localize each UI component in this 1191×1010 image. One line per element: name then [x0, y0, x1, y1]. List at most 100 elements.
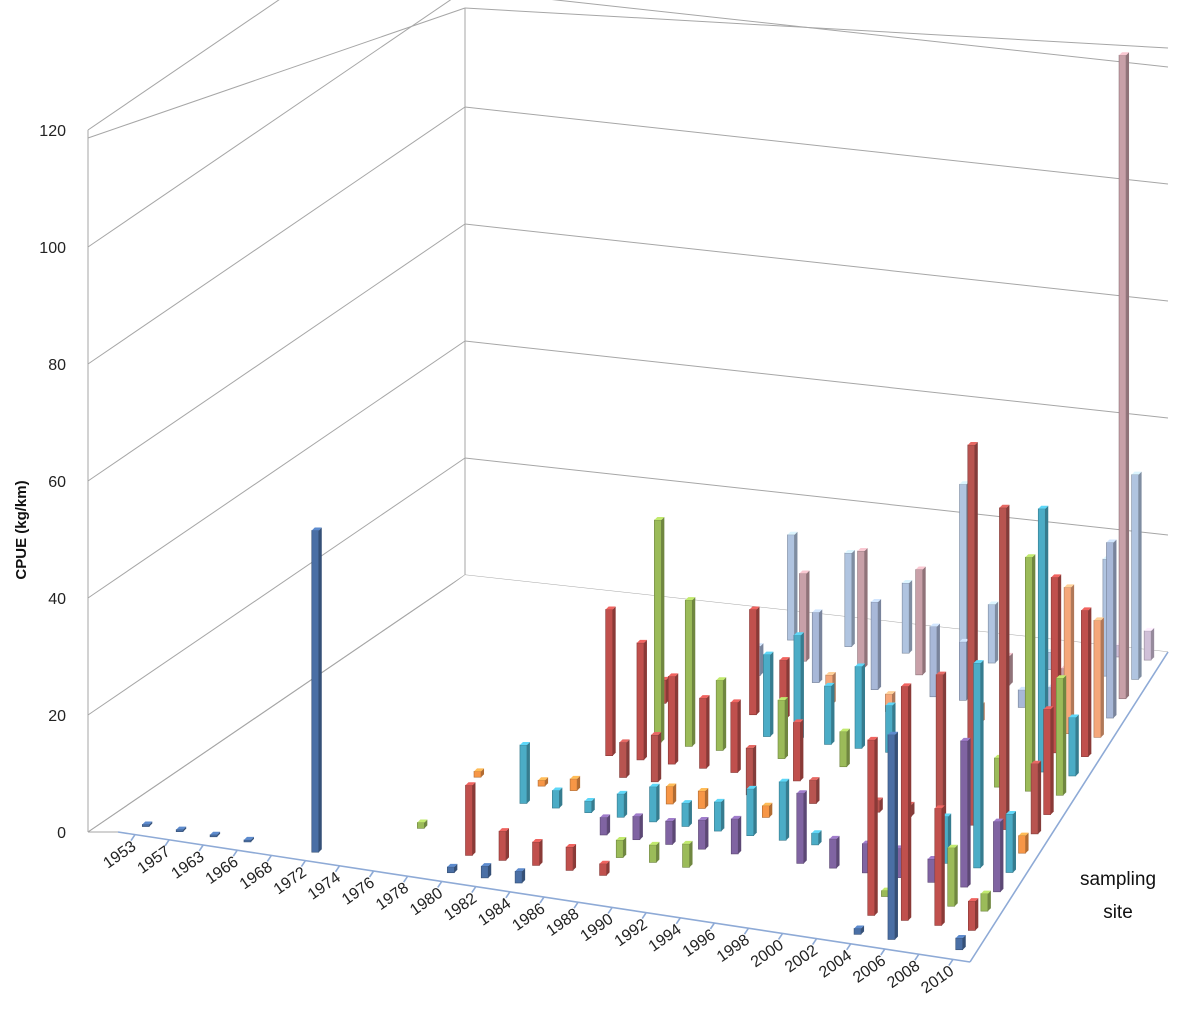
bar-front-face	[243, 839, 252, 843]
bar-front-face	[901, 582, 910, 654]
bar	[915, 566, 926, 676]
bar	[1037, 505, 1049, 773]
bar-top-face	[499, 828, 510, 832]
bar-side-face	[624, 790, 628, 818]
bar-side-face	[831, 682, 835, 745]
bar-side-face	[481, 768, 485, 778]
x-tick-mark	[198, 844, 204, 852]
bar-top-face	[605, 606, 616, 610]
bar-front-face	[1055, 677, 1064, 796]
x-tick-label: 2002	[782, 942, 821, 976]
bar-side-face	[488, 863, 492, 878]
bar-side-face	[967, 737, 971, 888]
bar-top-face	[1144, 627, 1155, 631]
bar-side-face	[954, 844, 958, 907]
bar-top-face	[538, 777, 549, 781]
bar-front-face	[175, 829, 184, 832]
bar	[665, 783, 677, 805]
bar-front-face	[537, 779, 546, 787]
x-tick-label: 1986	[509, 900, 548, 934]
bar-top-face	[176, 826, 187, 830]
bar-front-face	[1118, 54, 1127, 700]
x-tick-label: 2010	[918, 963, 957, 997]
bar-front-face	[887, 734, 896, 940]
bar-top-face	[902, 579, 913, 583]
bar-top-face	[1131, 471, 1142, 475]
bar	[175, 826, 187, 832]
bar-front-face	[584, 800, 593, 813]
gridline	[87, 0, 1169, 248]
bar-front-face	[980, 893, 989, 912]
x-tick-label: 1996	[680, 926, 719, 960]
bar	[447, 863, 458, 874]
bar-side-face	[753, 745, 757, 795]
bar-top-face	[668, 673, 679, 677]
bar-side-face	[1088, 607, 1092, 757]
bar-side-face	[941, 805, 945, 926]
bar-side-face	[1032, 554, 1036, 792]
bar	[565, 844, 577, 871]
bar-side-face	[819, 609, 823, 683]
bar-side-face	[1113, 539, 1117, 719]
x-tick-label: 1957	[135, 843, 174, 877]
bar-top-face	[999, 504, 1010, 508]
bar-side-face	[818, 830, 822, 845]
bar-side-face	[794, 531, 798, 641]
bar	[839, 728, 850, 768]
bar	[1063, 584, 1075, 734]
x-tick-label: 2004	[816, 947, 855, 981]
bar-top-face	[1031, 760, 1042, 764]
bar-front-face	[761, 805, 770, 818]
bar-side-face	[995, 601, 999, 664]
bar-front-face	[699, 697, 707, 769]
bar-front-face	[498, 830, 507, 861]
x-tick-label: 1972	[271, 864, 310, 898]
bar-front-face	[615, 839, 624, 858]
x-tick-mark	[368, 870, 375, 878]
bar-top-face	[809, 777, 820, 781]
bar-front-face	[763, 654, 771, 737]
bar-front-face	[447, 866, 455, 874]
bar-side-face	[656, 841, 660, 863]
bar-top-face	[844, 550, 855, 554]
bar-front-face	[209, 834, 218, 838]
bar-top-face	[967, 441, 978, 445]
bar	[498, 828, 510, 861]
x-tick-mark	[607, 906, 613, 914]
bar-side-face	[1009, 652, 1013, 686]
bar-side-face	[1006, 504, 1010, 830]
bar-side-face	[454, 863, 458, 873]
x-tick-label: 1963	[169, 848, 208, 882]
bar	[605, 606, 616, 756]
bar	[1018, 832, 1029, 854]
bar	[787, 531, 798, 641]
bar-front-face	[714, 801, 722, 832]
x-tick-mark	[130, 834, 136, 842]
bar	[811, 609, 823, 683]
bar-side-face	[217, 831, 221, 837]
bar-top-face	[716, 677, 727, 681]
bar-side-face	[1100, 617, 1104, 738]
bar	[778, 778, 790, 841]
bar-front-face	[793, 722, 801, 782]
bar	[1005, 811, 1016, 873]
bar-top-face	[417, 819, 428, 823]
bar	[955, 935, 966, 951]
bar	[681, 800, 692, 827]
bar	[715, 677, 727, 751]
bar	[141, 821, 153, 827]
bar-side-face	[658, 732, 662, 782]
bar-front-face	[1018, 835, 1026, 854]
bar	[697, 787, 709, 809]
bar-top-face	[885, 691, 896, 695]
bar-side-face	[846, 728, 850, 767]
bar-front-face	[552, 790, 560, 809]
bar-top-face	[960, 737, 971, 741]
bar-side-face	[874, 736, 878, 916]
bar-side-face	[861, 925, 865, 935]
bar-front-face	[616, 793, 625, 818]
bar-side-face	[612, 606, 616, 756]
x-tick-mark	[334, 865, 341, 873]
bar-side-face	[706, 695, 710, 769]
bar-side-face	[1071, 584, 1075, 734]
